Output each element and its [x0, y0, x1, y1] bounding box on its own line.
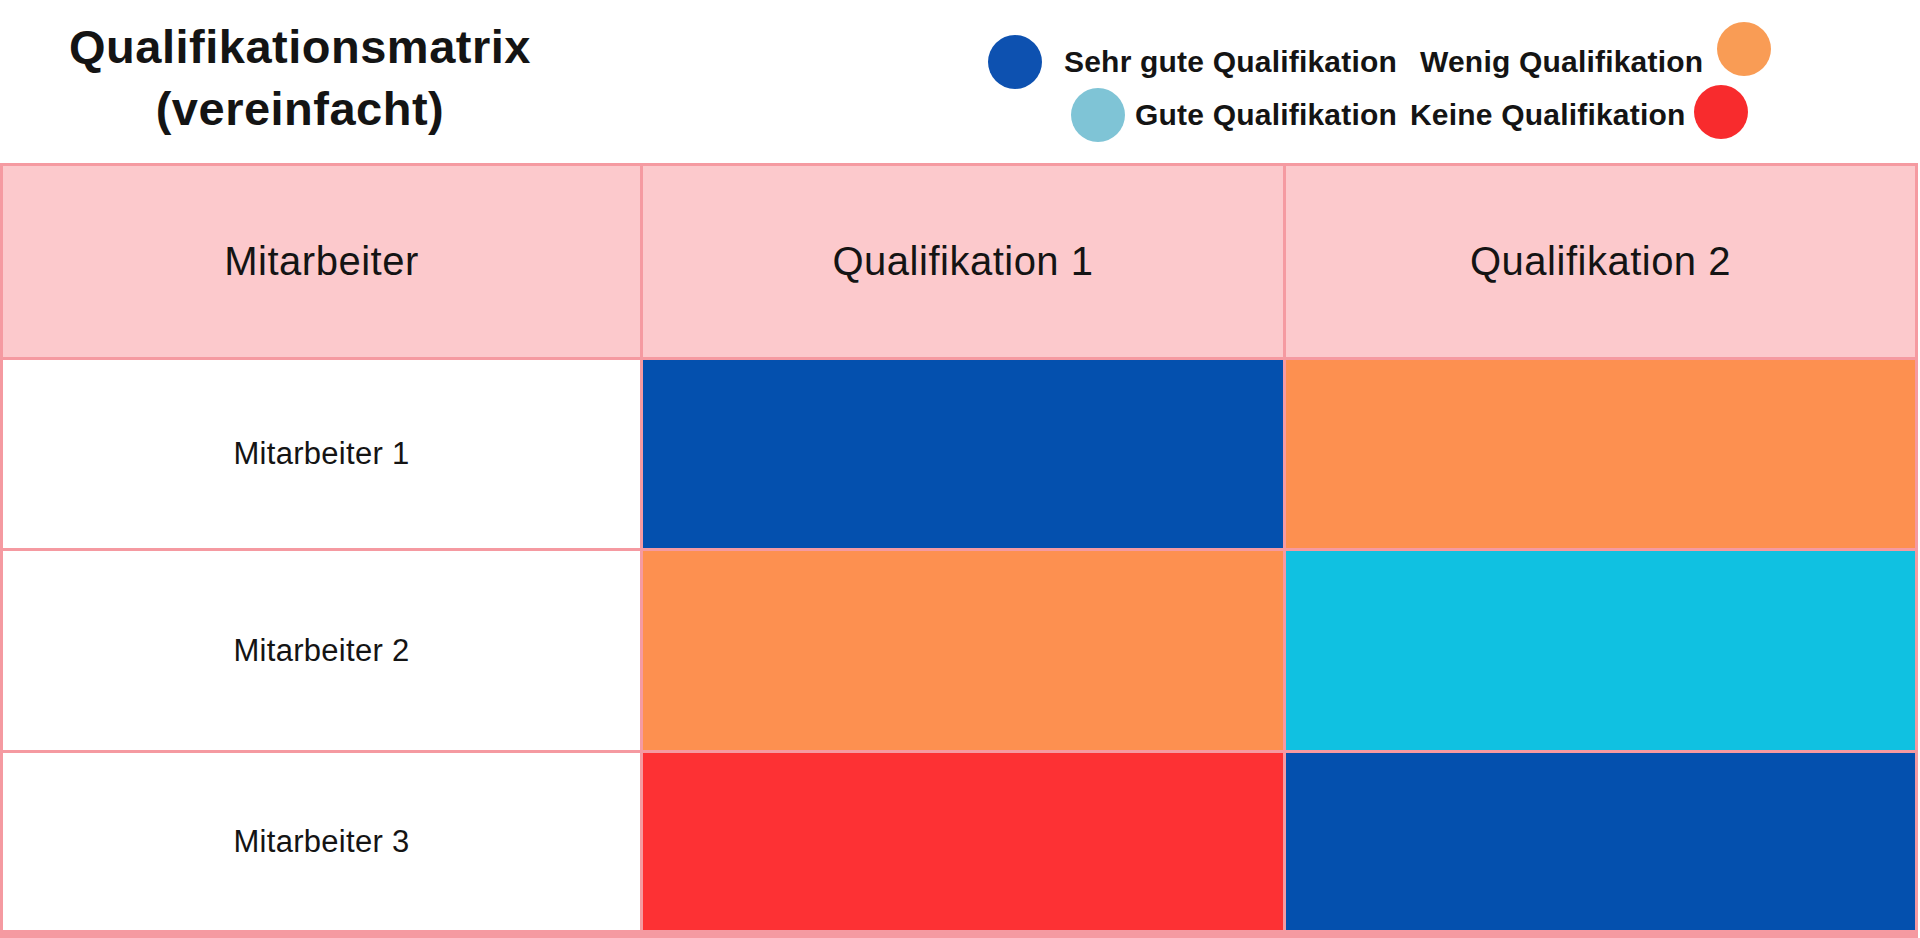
legend-label: Keine Qualifikation [1410, 98, 1686, 132]
matrix-cell-m2-q1 [643, 551, 1283, 750]
column-header-qualifikation-1: Qualifikation 1 [643, 166, 1283, 357]
row-label-mitarbeiter-3: Mitarbeiter 3 [3, 753, 640, 930]
row-label-mitarbeiter-1: Mitarbeiter 1 [3, 360, 640, 548]
legend-item-keine-qualifikation: Keine Qualifikation [1410, 88, 1748, 142]
matrix-cell-m3-q2 [1286, 753, 1915, 930]
matrix-cell-m2-q2 [1286, 551, 1915, 750]
matrix-cell-m1-q2 [1286, 360, 1915, 548]
qualification-table: Mitarbeiter Qualifikation 1 Qualifikatio… [0, 163, 1918, 938]
legend-dot-wenig-icon [1717, 22, 1771, 76]
row-label-mitarbeiter-2: Mitarbeiter 2 [3, 551, 640, 750]
legend-label: Sehr gute Qualifikation [1064, 45, 1397, 79]
legend-label: Gute Qualifikation [1135, 98, 1397, 132]
legend-item-wenig-qualifikation: Wenig Qualifikation [1420, 35, 1771, 89]
column-header-mitarbeiter: Mitarbeiter [3, 166, 640, 357]
qualification-matrix-page: Qualifikationsmatrix (vereinfacht) Sehr … [0, 0, 1920, 938]
legend-dot-sehr-gute-icon [988, 35, 1042, 89]
legend-dot-gute-icon [1071, 88, 1125, 142]
legend-item-sehr-gute-qualifikation: Sehr gute Qualifikation [988, 35, 1397, 89]
column-header-qualifikation-2: Qualifikation 2 [1286, 166, 1915, 357]
legend-item-gute-qualifikation: Gute Qualifikation [1071, 88, 1397, 142]
legend-dot-keine-icon [1694, 85, 1748, 139]
matrix-cell-m3-q1 [643, 753, 1283, 930]
matrix-cell-m1-q1 [643, 360, 1283, 548]
legend-label: Wenig Qualifikation [1420, 45, 1703, 79]
